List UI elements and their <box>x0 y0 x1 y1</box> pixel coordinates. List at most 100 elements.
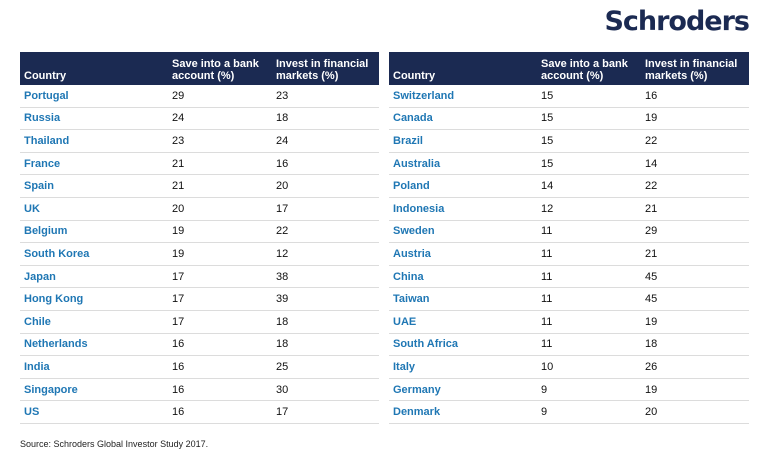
country-cell: France <box>20 152 168 176</box>
table-row: Germany 9 19 <box>389 378 749 402</box>
invest-value-cell: 18 <box>641 333 749 357</box>
table-row: Russia 24 18 <box>20 107 379 131</box>
table-row: India 16 25 <box>20 355 379 379</box>
table-row: Netherlands 16 18 <box>20 333 379 357</box>
country-cell: South Africa <box>389 333 537 357</box>
country-cell: Japan <box>20 265 168 289</box>
table-row: China 11 45 <box>389 265 749 289</box>
save-value-cell: 16 <box>168 400 272 424</box>
save-value-cell: 11 <box>537 265 641 289</box>
invest-value-cell: 23 <box>272 85 379 108</box>
save-value-cell: 15 <box>537 85 641 108</box>
table-row: Spain 21 20 <box>20 174 379 198</box>
save-value-cell: 14 <box>537 174 641 198</box>
save-value-cell: 11 <box>537 220 641 244</box>
save-value-cell: 9 <box>537 400 641 424</box>
invest-header: Invest in financial markets (%) <box>272 52 379 85</box>
invest-value-cell: 17 <box>272 197 379 221</box>
invest-value-cell: 24 <box>272 129 379 153</box>
country-cell: Poland <box>389 174 537 198</box>
save-header: Save into a bank account (%) <box>537 52 641 85</box>
table-row: Thailand 23 24 <box>20 129 379 153</box>
save-value-cell: 11 <box>537 287 641 311</box>
country-cell: US <box>20 400 168 424</box>
save-value-cell: 24 <box>168 107 272 131</box>
table-row: South Africa 11 18 <box>389 333 749 357</box>
invest-value-cell: 30 <box>272 378 379 402</box>
savings-table-right: Country Save into a bank account (%) Inv… <box>389 52 749 424</box>
invest-value-cell: 14 <box>641 152 749 176</box>
invest-value-cell: 18 <box>272 310 379 334</box>
country-cell: Italy <box>389 355 537 379</box>
invest-value-cell: 18 <box>272 333 379 357</box>
country-header: Country <box>389 52 537 85</box>
invest-value-cell: 22 <box>641 174 749 198</box>
invest-value-cell: 20 <box>272 174 379 198</box>
invest-value-cell: 29 <box>641 220 749 244</box>
country-cell: Sweden <box>389 220 537 244</box>
table-body: Switzerland 15 16 Canada 15 19 Brazil 15 22 Austr… <box>389 85 749 424</box>
invest-value-cell: 25 <box>272 355 379 379</box>
country-cell: Netherlands <box>20 333 168 357</box>
invest-value-cell: 45 <box>641 287 749 311</box>
country-cell: Brazil <box>389 129 537 153</box>
table-row: Japan 17 38 <box>20 265 379 289</box>
invest-value-cell: 19 <box>641 378 749 402</box>
save-value-cell: 23 <box>168 129 272 153</box>
invest-value-cell: 21 <box>641 242 749 266</box>
save-value-cell: 9 <box>537 378 641 402</box>
save-value-cell: 11 <box>537 333 641 357</box>
country-cell: Denmark <box>389 400 537 424</box>
invest-value-cell: 26 <box>641 355 749 379</box>
table-row: Brazil 15 22 <box>389 129 749 153</box>
invest-value-cell: 20 <box>641 400 749 424</box>
country-cell: Indonesia <box>389 197 537 221</box>
table-row: UAE 11 19 <box>389 310 749 334</box>
country-cell: Thailand <box>20 129 168 153</box>
source-note: Source: Schroders Global Investor Study … <box>20 439 209 449</box>
country-cell: Australia <box>389 152 537 176</box>
invest-value-cell: 18 <box>272 107 379 131</box>
country-cell: South Korea <box>20 242 168 266</box>
table-row: Hong Kong 17 39 <box>20 287 379 311</box>
save-value-cell: 16 <box>168 333 272 357</box>
invest-value-cell: 19 <box>641 107 749 131</box>
table-row: Poland 14 22 <box>389 174 749 198</box>
table-row: Chile 17 18 <box>20 310 379 334</box>
table-row: South Korea 19 12 <box>20 242 379 266</box>
country-cell: Chile <box>20 310 168 334</box>
country-cell: Austria <box>389 242 537 266</box>
country-cell: China <box>389 265 537 289</box>
table-row: Sweden 11 29 <box>389 220 749 244</box>
invest-header: Invest in financial markets (%) <box>641 52 749 85</box>
save-value-cell: 19 <box>168 220 272 244</box>
table-row: Switzerland 15 16 <box>389 85 749 108</box>
save-value-cell: 29 <box>168 85 272 108</box>
invest-value-cell: 17 <box>272 400 379 424</box>
save-value-cell: 11 <box>537 242 641 266</box>
table-row: Portugal 29 23 <box>20 85 379 108</box>
invest-value-cell: 39 <box>272 287 379 311</box>
invest-value-cell: 45 <box>641 265 749 289</box>
invest-value-cell: 22 <box>272 220 379 244</box>
save-value-cell: 21 <box>168 152 272 176</box>
invest-value-cell: 21 <box>641 197 749 221</box>
country-cell: Germany <box>389 378 537 402</box>
table-row: France 21 16 <box>20 152 379 176</box>
country-cell: Singapore <box>20 378 168 402</box>
save-value-cell: 15 <box>537 129 641 153</box>
invest-value-cell: 16 <box>272 152 379 176</box>
country-cell: Spain <box>20 174 168 198</box>
country-cell: Canada <box>389 107 537 131</box>
country-cell: Belgium <box>20 220 168 244</box>
invest-value-cell: 16 <box>641 85 749 108</box>
country-header: Country <box>20 52 168 85</box>
table-row: US 16 17 <box>20 400 379 424</box>
save-value-cell: 20 <box>168 197 272 221</box>
table-row: Belgium 19 22 <box>20 220 379 244</box>
table-row: UK 20 17 <box>20 197 379 221</box>
table-row: Taiwan 11 45 <box>389 287 749 311</box>
table-row: Denmark 9 20 <box>389 400 749 424</box>
save-value-cell: 10 <box>537 355 641 379</box>
save-value-cell: 21 <box>168 174 272 198</box>
